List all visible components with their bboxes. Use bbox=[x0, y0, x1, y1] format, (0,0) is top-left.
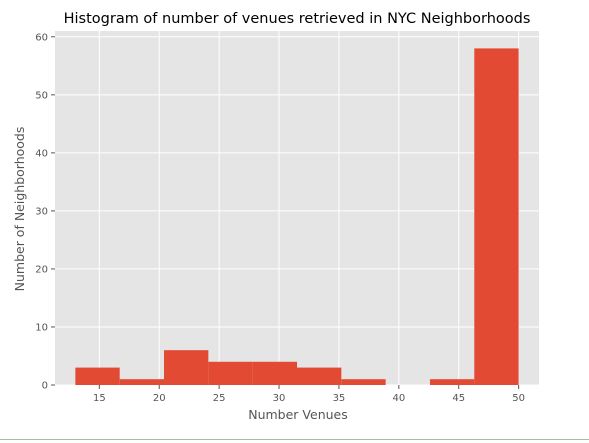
histogram-bar bbox=[119, 379, 165, 385]
y-tick-label: 60 bbox=[35, 32, 48, 43]
histogram-bar bbox=[252, 361, 297, 385]
grid-lines bbox=[55, 31, 539, 386]
plot-area bbox=[55, 31, 539, 385]
x-tick-label: 40 bbox=[392, 393, 405, 404]
y-tick-label: 10 bbox=[35, 322, 48, 333]
x-tick-label: 30 bbox=[273, 393, 286, 404]
x-tick-label: 15 bbox=[93, 393, 106, 404]
y-tick-label: 40 bbox=[35, 148, 48, 159]
y-tick-label: 50 bbox=[35, 90, 48, 101]
y-axis-ticks: 0 10 20 30 40 50 60 bbox=[35, 32, 55, 392]
x-tick-label: 35 bbox=[333, 393, 346, 404]
chart-title: Histogram of number of venues retrieved … bbox=[64, 11, 531, 27]
x-tick-label: 25 bbox=[213, 393, 226, 404]
y-tick-label: 0 bbox=[42, 381, 48, 392]
x-axis-ticks: 15 20 25 30 35 40 45 50 bbox=[93, 385, 525, 404]
y-tick-label: 20 bbox=[35, 264, 48, 275]
y-axis-label: Number of Neighborhoods bbox=[12, 127, 27, 292]
x-tick-label: 45 bbox=[452, 393, 465, 404]
histogram-bar bbox=[474, 48, 519, 385]
divider-line bbox=[0, 439, 589, 440]
x-tick-label: 20 bbox=[153, 393, 166, 404]
x-tick-label: 50 bbox=[512, 393, 525, 404]
y-tick-label: 30 bbox=[35, 206, 48, 217]
histogram-bar bbox=[75, 367, 120, 385]
histogram-bar bbox=[429, 379, 475, 385]
x-axis-label: Number Venues bbox=[248, 407, 348, 422]
histogram-bars bbox=[75, 48, 519, 385]
histogram-bar bbox=[208, 361, 253, 385]
histogram-bar bbox=[164, 350, 209, 385]
histogram-bar bbox=[297, 367, 342, 385]
histogram-bar bbox=[341, 379, 386, 385]
